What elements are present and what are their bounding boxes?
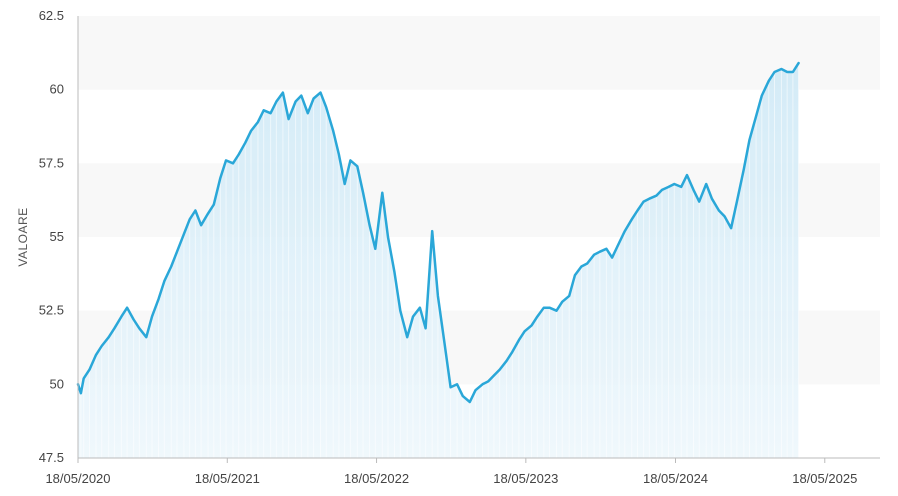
y-tick-label: 57.5 bbox=[39, 155, 64, 170]
x-axis-ticks: 18/05/2020 18/05/2021 18/05/2022 18/05/2023… bbox=[45, 458, 857, 486]
x-tick-label: 18/05/2022 bbox=[344, 471, 409, 486]
grid-band bbox=[78, 16, 880, 90]
series-line bbox=[76, 61, 800, 404]
x-tick-label: 18/05/2024 bbox=[643, 471, 708, 486]
y-tick-label: 62.5 bbox=[39, 8, 64, 23]
y-tick-label: 60 bbox=[50, 82, 64, 97]
area-stripes bbox=[77, 63, 800, 458]
axes bbox=[77, 16, 880, 459]
x-tick-label: 18/05/2021 bbox=[195, 471, 260, 486]
x-tick-label: 18/05/2023 bbox=[493, 471, 558, 486]
x-tick-label: 18/05/2020 bbox=[45, 471, 110, 486]
y-tick-label: 50 bbox=[50, 376, 64, 391]
y-axis-title: VALOARE bbox=[16, 207, 30, 266]
y-axis-ticks: 47.5 50 52.5 55 57.5 60 62.5 bbox=[39, 8, 64, 465]
y-tick-label: 47.5 bbox=[39, 450, 64, 465]
y-tick-label: 55 bbox=[50, 229, 64, 244]
x-tick-label: 18/05/2025 bbox=[792, 471, 857, 486]
line-layer bbox=[76, 61, 800, 404]
y-tick-label: 52.5 bbox=[39, 303, 64, 318]
